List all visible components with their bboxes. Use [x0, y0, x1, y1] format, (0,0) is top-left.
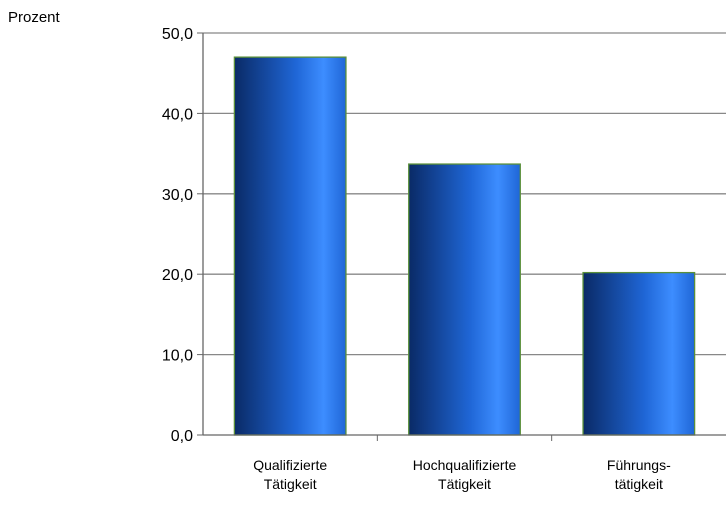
y-axis-label: Prozent [8, 9, 61, 26]
labels: Prozent 0,0 10,0 20,0 30,0 40,0 50,0 Qualifizi… [8, 9, 671, 492]
category-label: Qualifizierte [253, 457, 327, 473]
bar [233, 56, 347, 436]
y-tick-label: 30,0 [162, 187, 193, 204]
bar [582, 271, 696, 436]
y-tick-label: 0,0 [171, 428, 193, 445]
bars [233, 56, 696, 436]
category-label: tätigkeit [615, 476, 663, 492]
y-tick-label: 10,0 [162, 348, 193, 365]
y-tick-label: 50,0 [162, 26, 193, 43]
category-label: Tätigkeit [264, 476, 317, 492]
axes [197, 32, 726, 441]
bar [408, 163, 521, 436]
category-label: Tätigkeit [438, 476, 491, 492]
y-tick-label: 40,0 [162, 106, 193, 123]
category-label: Hochqualifizierte [413, 457, 517, 473]
category-label: Führungs- [607, 457, 671, 473]
y-tick-label: 20,0 [162, 267, 193, 284]
